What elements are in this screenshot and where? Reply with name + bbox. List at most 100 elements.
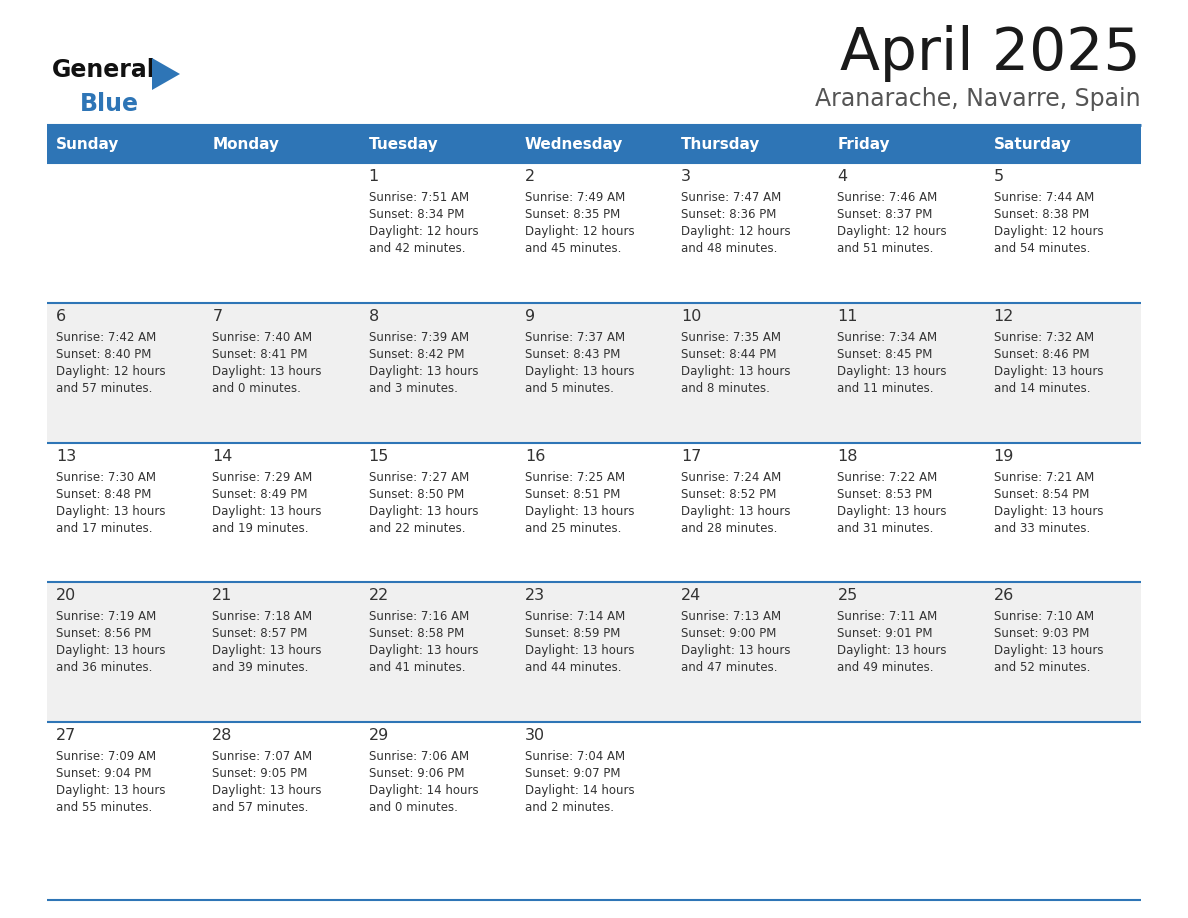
- Text: 16: 16: [525, 449, 545, 464]
- Text: 10: 10: [681, 308, 702, 324]
- Text: Sunset: 8:35 PM: Sunset: 8:35 PM: [525, 208, 620, 221]
- Text: Daylight: 13 hours: Daylight: 13 hours: [838, 364, 947, 378]
- Text: Saturday: Saturday: [993, 137, 1072, 151]
- Text: and 42 minutes.: and 42 minutes.: [368, 242, 465, 255]
- Text: and 28 minutes.: and 28 minutes.: [681, 521, 777, 534]
- Text: and 2 minutes.: and 2 minutes.: [525, 801, 614, 814]
- Text: Sunrise: 7:39 AM: Sunrise: 7:39 AM: [368, 330, 469, 344]
- Text: Daylight: 13 hours: Daylight: 13 hours: [213, 644, 322, 657]
- Text: Sunset: 8:37 PM: Sunset: 8:37 PM: [838, 208, 933, 221]
- Text: Daylight: 13 hours: Daylight: 13 hours: [368, 364, 478, 378]
- Text: Wednesday: Wednesday: [525, 137, 624, 151]
- Bar: [203, 163, 360, 303]
- Text: Sunset: 9:00 PM: Sunset: 9:00 PM: [681, 627, 777, 641]
- Text: Sunrise: 7:06 AM: Sunrise: 7:06 AM: [368, 750, 469, 763]
- Text: Sunrise: 7:37 AM: Sunrise: 7:37 AM: [525, 330, 625, 344]
- Bar: [516, 303, 672, 442]
- Text: Daylight: 13 hours: Daylight: 13 hours: [56, 505, 165, 518]
- Text: Sunset: 9:07 PM: Sunset: 9:07 PM: [525, 767, 620, 780]
- Text: Daylight: 13 hours: Daylight: 13 hours: [56, 784, 165, 797]
- Text: 12: 12: [993, 308, 1015, 324]
- Text: Sunset: 9:05 PM: Sunset: 9:05 PM: [213, 767, 308, 780]
- Text: and 33 minutes.: and 33 minutes.: [993, 521, 1089, 534]
- Text: Sunrise: 7:25 AM: Sunrise: 7:25 AM: [525, 471, 625, 484]
- Text: Daylight: 12 hours: Daylight: 12 hours: [993, 225, 1104, 238]
- Bar: [516, 125, 672, 163]
- Text: and 36 minutes.: and 36 minutes.: [56, 661, 152, 675]
- Text: 11: 11: [838, 308, 858, 324]
- Text: and 51 minutes.: and 51 minutes.: [838, 242, 934, 255]
- Text: Sunset: 9:03 PM: Sunset: 9:03 PM: [993, 627, 1089, 641]
- Text: 29: 29: [368, 728, 388, 744]
- Text: Sunset: 8:42 PM: Sunset: 8:42 PM: [368, 348, 465, 361]
- Text: Thursday: Thursday: [681, 137, 760, 151]
- Text: Daylight: 13 hours: Daylight: 13 hours: [681, 644, 791, 657]
- Text: 7: 7: [213, 308, 222, 324]
- Text: 20: 20: [56, 588, 76, 603]
- Text: and 19 minutes.: and 19 minutes.: [213, 521, 309, 534]
- Bar: [360, 582, 516, 722]
- Text: Sunset: 8:52 PM: Sunset: 8:52 PM: [681, 487, 777, 500]
- Bar: [360, 163, 516, 303]
- Text: 22: 22: [368, 588, 388, 603]
- Text: 24: 24: [681, 588, 701, 603]
- Text: Sunrise: 7:19 AM: Sunrise: 7:19 AM: [56, 610, 157, 623]
- Bar: [985, 582, 1140, 722]
- Text: and 54 minutes.: and 54 minutes.: [993, 242, 1091, 255]
- Bar: [828, 582, 985, 722]
- Bar: [48, 303, 203, 442]
- Bar: [985, 442, 1140, 582]
- Text: Sunset: 8:59 PM: Sunset: 8:59 PM: [525, 627, 620, 641]
- Text: Tuesday: Tuesday: [368, 137, 438, 151]
- Text: Sunrise: 7:32 AM: Sunrise: 7:32 AM: [993, 330, 1094, 344]
- Text: and 48 minutes.: and 48 minutes.: [681, 242, 777, 255]
- Text: and 39 minutes.: and 39 minutes.: [213, 661, 309, 675]
- Text: Daylight: 13 hours: Daylight: 13 hours: [368, 644, 478, 657]
- Text: Sunset: 8:48 PM: Sunset: 8:48 PM: [56, 487, 151, 500]
- Text: Sunrise: 7:22 AM: Sunrise: 7:22 AM: [838, 471, 937, 484]
- Text: Daylight: 13 hours: Daylight: 13 hours: [681, 364, 791, 378]
- Text: Daylight: 13 hours: Daylight: 13 hours: [993, 644, 1104, 657]
- Text: Daylight: 13 hours: Daylight: 13 hours: [213, 505, 322, 518]
- Text: 1: 1: [368, 169, 379, 184]
- Text: Sunset: 8:56 PM: Sunset: 8:56 PM: [56, 627, 151, 641]
- Text: Sunset: 8:38 PM: Sunset: 8:38 PM: [993, 208, 1089, 221]
- Text: and 22 minutes.: and 22 minutes.: [368, 521, 465, 534]
- Text: Daylight: 12 hours: Daylight: 12 hours: [525, 225, 634, 238]
- Text: Sunrise: 7:16 AM: Sunrise: 7:16 AM: [368, 610, 469, 623]
- Text: 9: 9: [525, 308, 535, 324]
- Text: Sunset: 9:01 PM: Sunset: 9:01 PM: [838, 627, 933, 641]
- Bar: [672, 163, 828, 303]
- Text: Daylight: 13 hours: Daylight: 13 hours: [56, 644, 165, 657]
- Text: Daylight: 13 hours: Daylight: 13 hours: [993, 364, 1104, 378]
- Text: 14: 14: [213, 449, 233, 464]
- Bar: [828, 722, 985, 862]
- Text: Blue: Blue: [80, 92, 139, 116]
- Text: Sunrise: 7:07 AM: Sunrise: 7:07 AM: [213, 750, 312, 763]
- Text: Sunset: 8:54 PM: Sunset: 8:54 PM: [993, 487, 1089, 500]
- Bar: [672, 582, 828, 722]
- Text: 4: 4: [838, 169, 847, 184]
- Bar: [828, 303, 985, 442]
- Text: Daylight: 13 hours: Daylight: 13 hours: [525, 505, 634, 518]
- Bar: [828, 163, 985, 303]
- Bar: [48, 582, 203, 722]
- Text: Sunrise: 7:10 AM: Sunrise: 7:10 AM: [993, 610, 1094, 623]
- Bar: [203, 125, 360, 163]
- Text: and 47 minutes.: and 47 minutes.: [681, 661, 778, 675]
- Text: Sunrise: 7:34 AM: Sunrise: 7:34 AM: [838, 330, 937, 344]
- Text: 15: 15: [368, 449, 388, 464]
- Text: Daylight: 13 hours: Daylight: 13 hours: [525, 644, 634, 657]
- Polygon shape: [152, 58, 181, 90]
- Text: Sunrise: 7:11 AM: Sunrise: 7:11 AM: [838, 610, 937, 623]
- Text: Sunset: 9:04 PM: Sunset: 9:04 PM: [56, 767, 152, 780]
- Text: Daylight: 12 hours: Daylight: 12 hours: [368, 225, 479, 238]
- Text: and 55 minutes.: and 55 minutes.: [56, 801, 152, 814]
- Text: Daylight: 14 hours: Daylight: 14 hours: [368, 784, 479, 797]
- Text: Sunrise: 7:14 AM: Sunrise: 7:14 AM: [525, 610, 625, 623]
- Bar: [516, 722, 672, 862]
- Bar: [828, 442, 985, 582]
- Text: Sunrise: 7:46 AM: Sunrise: 7:46 AM: [838, 191, 937, 204]
- Text: Daylight: 13 hours: Daylight: 13 hours: [681, 505, 791, 518]
- Text: Sunrise: 7:04 AM: Sunrise: 7:04 AM: [525, 750, 625, 763]
